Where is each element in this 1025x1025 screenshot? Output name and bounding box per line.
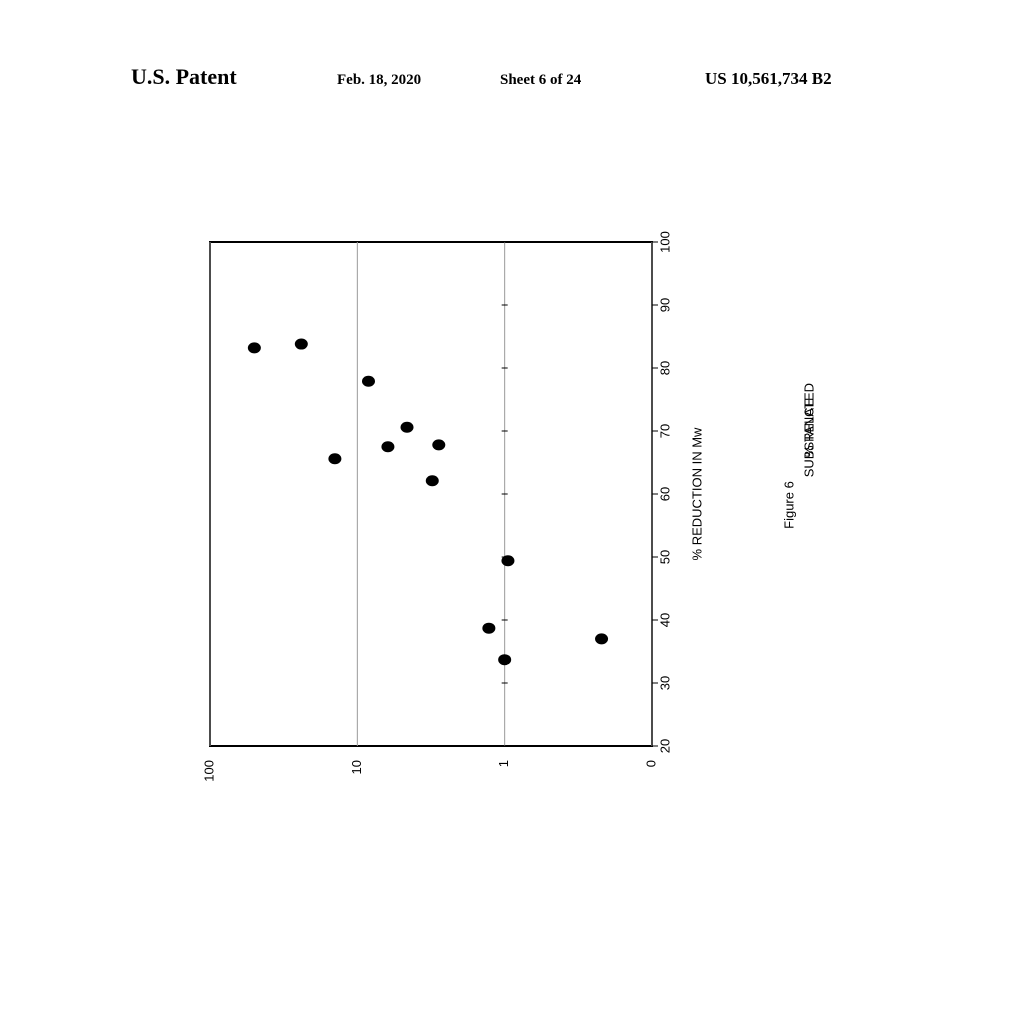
x-axis-title: % REDUCTION IN Mw	[689, 427, 704, 561]
x-tick-label: 30	[657, 676, 672, 690]
x-tick-label: 90	[657, 298, 672, 312]
x-tick-label: 20	[657, 739, 672, 753]
data-point	[501, 555, 515, 567]
x-tick-label: 100	[657, 231, 672, 253]
header-number: US 10,561,734 B2	[705, 69, 832, 88]
x-tick-label: 50	[657, 550, 672, 564]
data-point	[381, 441, 395, 453]
data-point	[328, 453, 342, 465]
y-axis-title-line: % RELATED	[801, 383, 816, 457]
header-sheet: Sheet 6 of 24	[500, 72, 582, 88]
data-point	[294, 338, 308, 350]
y-tick-label: 10	[349, 760, 364, 774]
x-tick-label: 60	[657, 487, 672, 501]
x-tick-label: 80	[657, 361, 672, 375]
plot-frame	[209, 241, 653, 747]
figure-caption: Figure 6	[781, 481, 796, 529]
data-point	[361, 375, 375, 387]
y-axis-title-line: SUBSTANCE	[801, 398, 816, 477]
y-tick-label: 0	[643, 760, 658, 767]
header-left: U.S. Patent	[131, 64, 237, 89]
x-tick-label: 70	[657, 424, 672, 438]
data-point	[482, 622, 496, 634]
data-point	[425, 475, 439, 487]
data-point	[247, 342, 261, 354]
data-point	[400, 421, 414, 433]
header-date: Feb. 18, 2020	[337, 72, 421, 88]
y-tick-label: 1	[496, 760, 511, 767]
data-point	[432, 439, 446, 451]
x-tick-label: 40	[657, 613, 672, 627]
data-point	[595, 633, 609, 645]
y-tick-label: 100	[201, 760, 216, 782]
data-point	[498, 654, 512, 666]
